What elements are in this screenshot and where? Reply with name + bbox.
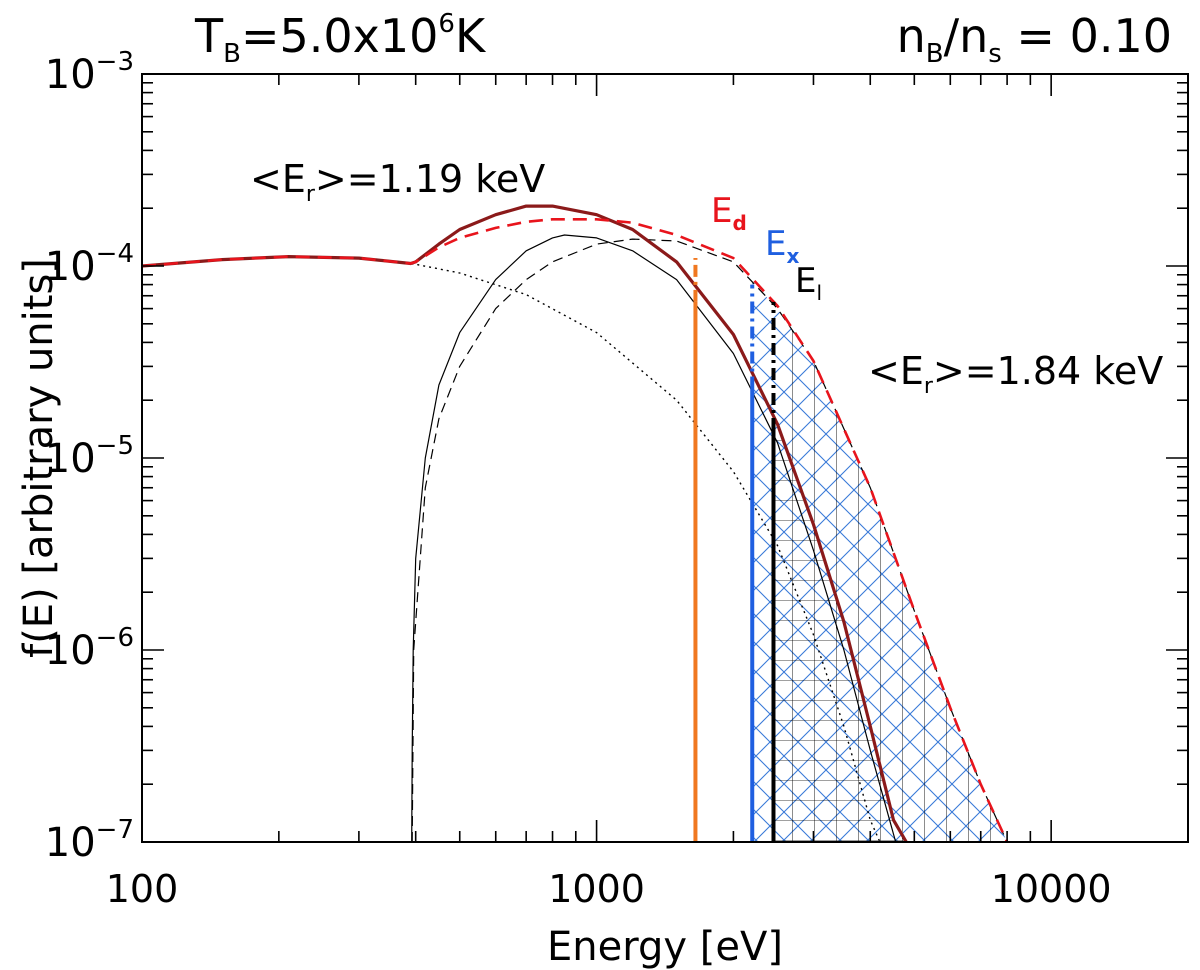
- series-total-dashed: [142, 218, 1009, 842]
- marker-label-E_x: Ex: [765, 224, 799, 268]
- axis-ticks: 100 1000 10000 10−7 10−6 10−5 10−4 10−3: [45, 47, 1189, 911]
- y-tick-label: 10−5: [45, 431, 134, 482]
- series-thermal-low: [142, 255, 881, 842]
- y-tick-label: 10−7: [45, 815, 134, 866]
- marker-label-E_d: Ed: [711, 191, 747, 235]
- y-tick-label: 10−6: [45, 623, 134, 674]
- header-density-ratio: nB/ns = 0.10: [897, 9, 1172, 69]
- x-tick-label: 100: [106, 867, 179, 911]
- y-tick-label: 10−4: [45, 239, 134, 290]
- series-reflected-dashed: [411, 238, 1008, 842]
- hatch-black-horizontal: [773, 416, 907, 842]
- x-tick-label: 1000: [548, 867, 645, 911]
- plot-area: [142, 204, 1009, 842]
- mean-energy-low: <Er>=1.19 keV: [250, 157, 545, 207]
- x-tick-label: 10000: [991, 867, 1112, 911]
- y-tick-label: 10−3: [45, 47, 134, 98]
- y-axis-label: f(E) [arbitrary units]: [16, 258, 62, 658]
- mean-energy-high: <Er>=1.84 keV: [868, 349, 1163, 399]
- x-axis-label: Energy [eV]: [547, 924, 783, 970]
- series-total-solid: [142, 204, 908, 842]
- header-temperature: TB=5.0x106K: [194, 9, 487, 69]
- series-reflected-solid: [411, 234, 897, 842]
- marker-label-E_l: El: [795, 261, 822, 305]
